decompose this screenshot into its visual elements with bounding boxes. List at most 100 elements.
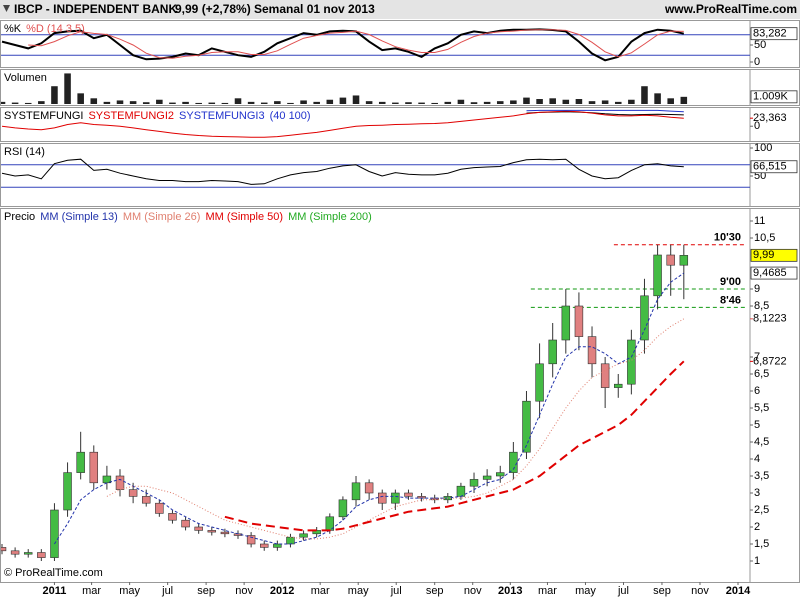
volume-bar [378,101,386,104]
series-line [106,318,685,540]
y-tick-label: 7 [754,351,760,363]
candle-body [155,502,164,514]
volume-bar [129,101,137,104]
candle-body [141,496,151,504]
volume-bar [352,95,360,104]
candle-body [666,254,675,266]
plot-area [1,158,750,188]
x-tick-label: nov [464,585,482,597]
last-value-label: 23,363 [753,112,787,124]
y-tick-label: 5 [754,419,760,431]
legend-entry: Volumen [4,72,47,84]
volume-bar [156,99,163,104]
x-tick-label: jul [617,585,629,597]
candle-body [23,552,33,555]
legend-entry: SYSTEMFUNGI2 [88,110,174,122]
x-tick-label: 2014 [726,585,751,597]
volume-bar [142,102,150,104]
symbol: IBCP - INDEPENDENT BANK [14,2,177,16]
level-label: 8'46 [720,294,741,306]
x-tick-label: jul [390,585,402,597]
volume-bar [405,102,412,104]
last-value-label: 83,282 [753,28,787,40]
candle-body [469,479,479,487]
volume-bar [575,99,583,104]
volume-bar [90,98,98,104]
volume-bar [562,99,570,104]
candle-body [76,451,85,473]
legend-entry: MM (Simple 200) [288,211,372,223]
volume-bar [614,101,622,104]
panel-legend: %K %D (14 3 5) [4,23,85,35]
volume-bar [523,97,530,104]
x-tick-label: sep [653,585,671,597]
volume-bar [169,102,176,104]
y-tick-label: 50 [754,39,766,51]
volume-bar [234,98,242,104]
volume-bar [510,100,517,104]
candle-body [63,472,72,511]
volume-bar [313,101,320,104]
level-label: 9'00 [720,276,741,288]
panel-legend: SYSTEMFUNGI SYSTEMFUNGI2 SYSTEMFUNGI3 (40 1… [4,110,311,122]
y-tick-label: 2 [754,521,760,533]
x-tick-label: 2013 [498,585,522,597]
header-bar [0,0,800,19]
x-tick-label: mar [538,585,557,597]
volume-bar [287,102,294,104]
y-tick-label: 6,5 [754,368,769,380]
candle-body [456,485,466,497]
y-tick-label: 9 [754,283,760,295]
candle-body [168,513,177,521]
last-value-label: 1.009K [753,91,789,103]
panel-legend: Precio MM (Simple 13) MM (Simple 26) MM (Si… [4,211,372,223]
candle-body [260,543,269,548]
volume-bar [667,98,674,104]
volume-bar [300,100,307,104]
legend-entry: Precio [4,211,35,223]
x-tick-label: mar [82,585,101,597]
legend-entry: MM (Simple 50) [205,211,283,223]
volume-bar [1,101,6,104]
candle-body [115,475,125,490]
series-line [53,272,685,545]
volume-bar [116,100,124,104]
candle-body [614,383,623,388]
candle-body [653,254,662,297]
volume-bar [195,102,202,104]
legend-entry: MM (Simple 26) [123,211,201,223]
last-value-label: 9,4685 [753,267,787,279]
legend-entry: (40 100) [270,110,311,122]
plot-area [1,244,745,561]
period: Semanal 01 nov 2013 [254,2,375,16]
volume-bar [64,73,71,104]
level-label: 10'30 [714,232,741,244]
legend-entry: %D (14 3 5) [26,23,85,35]
legend-entry: RSI (14) [4,146,45,158]
x-tick-label: sep [426,585,444,597]
series-line [1,28,685,62]
candle-body [194,526,203,531]
x-tick-label: mar [311,585,330,597]
x-tick-label: may [575,585,596,597]
site: www.ProRealTime.com [664,2,797,16]
candle-body [640,295,649,341]
y-tick-label: 3 [754,487,760,499]
candle-body [312,530,321,535]
candle-body [10,550,20,555]
menu-icon [3,5,10,12]
y-tick-label: 1 [754,555,760,567]
volume-bar [365,101,373,104]
candle-body [181,519,190,528]
volume-bar [628,99,635,104]
candle-body [561,305,571,341]
quote: 9,99 (+2,78%) [175,2,251,16]
plot-area [1,73,688,104]
candle-body [1,547,7,552]
candle-body [404,492,413,497]
legend-entry: MM (Simple 13) [40,211,118,223]
candle-body [535,363,544,402]
volume-bar [549,98,556,104]
